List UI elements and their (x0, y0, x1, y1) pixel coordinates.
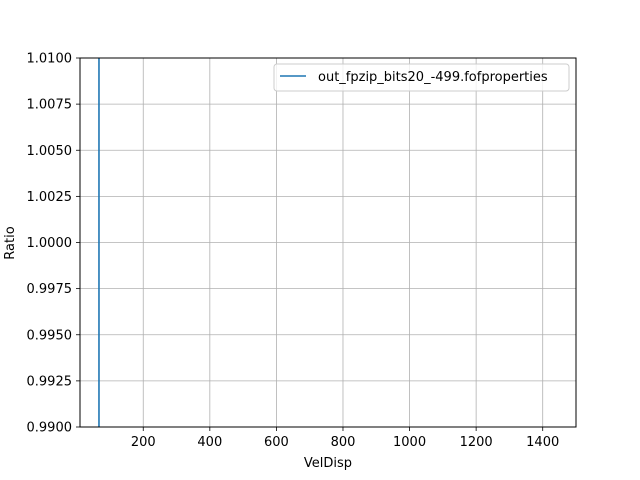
y-tick-label: 0.9900 (27, 421, 73, 436)
y-tick-label: 1.0000 (27, 236, 73, 251)
legend: out_fpzip_bits20_-499.fofproperties (273, 63, 570, 92)
y-tick-label: 1.0075 (27, 98, 73, 113)
y-tick-label: 1.0025 (27, 190, 73, 205)
x-tick-label: 800 (331, 435, 356, 450)
x-tick-label: 200 (131, 435, 156, 450)
y-axis-label: Ratio (3, 226, 18, 259)
x-tick-label: 400 (197, 435, 222, 450)
y-tick-label: 0.9925 (27, 374, 73, 389)
grid (80, 57, 576, 428)
y-tick-label: 0.9950 (27, 328, 73, 343)
x-tick-label: 1400 (526, 435, 559, 450)
y-tick-label: 0.9975 (27, 282, 73, 297)
y-tick-label: 1.0050 (27, 144, 73, 159)
legend-box (273, 63, 570, 92)
x-tick-label: 1200 (460, 435, 493, 450)
x-axis: 200 400 600 800 1000 1200 1400 (131, 427, 559, 450)
x-tick-label: 1000 (393, 435, 426, 450)
y-tick-label: 1.0100 (27, 52, 73, 67)
x-axis-label: VelDisp (304, 456, 352, 471)
x-tick-label: 600 (264, 435, 289, 450)
y-axis: 0.9900 0.9925 0.9950 0.9975 1.0000 1.0025 1.00… (27, 52, 80, 436)
legend-label: out_fpzip_bits20_-499.fofproperties (318, 70, 548, 85)
